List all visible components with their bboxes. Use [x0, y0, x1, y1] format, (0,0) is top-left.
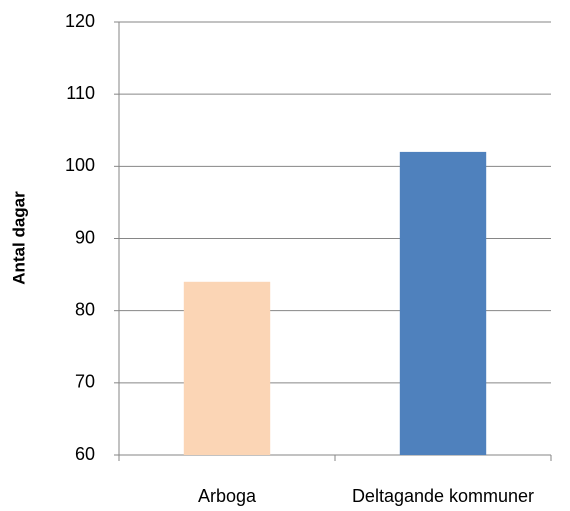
- y-tick-label: 100: [65, 155, 95, 175]
- y-axis-label: Antal dagar: [9, 191, 28, 285]
- x-tick-label: Deltagande kommuner: [352, 486, 534, 506]
- y-tick-label: 70: [75, 372, 95, 392]
- x-tick-label: Arboga: [198, 486, 257, 506]
- y-tick-label: 90: [75, 227, 95, 247]
- bar: [183, 281, 271, 455]
- y-tick-label: 60: [75, 444, 95, 464]
- y-tick-label: 120: [65, 11, 95, 31]
- bar: [399, 151, 487, 455]
- y-tick-label: 110: [66, 83, 95, 103]
- y-tick-label: 80: [75, 299, 95, 319]
